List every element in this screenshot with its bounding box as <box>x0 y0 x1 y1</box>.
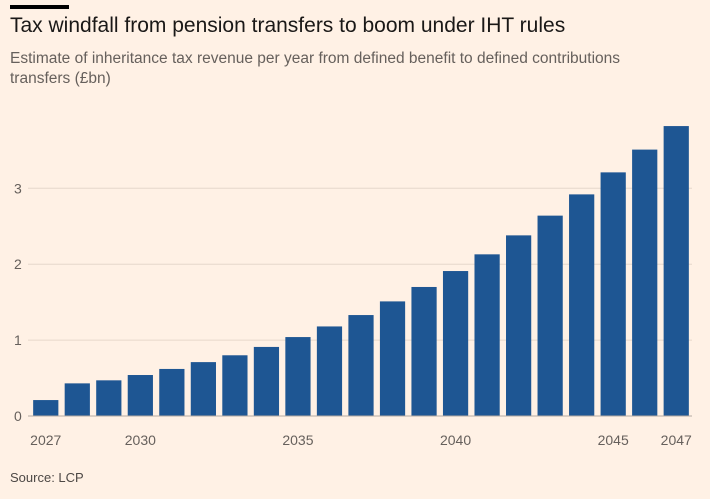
accent-bar <box>10 5 69 9</box>
bar-2029 <box>96 380 122 416</box>
x-axis-labels: 2027 2030 2035 2040 2045 2047 <box>30 432 692 448</box>
bar-2032 <box>190 362 216 416</box>
bar-2047 <box>663 126 689 417</box>
bar-2045 <box>600 172 626 416</box>
bar-2035 <box>285 337 311 416</box>
chart-subtitle: Estimate of inheritance tax revenue per … <box>10 50 621 87</box>
x-tick-label-2035: 2035 <box>282 432 313 448</box>
bars <box>33 126 689 417</box>
bar-2036 <box>316 326 343 416</box>
x-tick-label-2047: 2047 <box>661 432 692 448</box>
y-tick-label-3: 3 <box>14 180 22 196</box>
bar-2031 <box>159 368 185 416</box>
chart-title: Tax windfall from pension transfers to b… <box>10 14 566 37</box>
x-tick-label-2040: 2040 <box>440 432 471 448</box>
y-tick-label-0: 0 <box>14 408 22 424</box>
bar-2038 <box>379 301 406 416</box>
bar-2042 <box>506 235 532 416</box>
gridlines <box>28 187 692 341</box>
bar-2030 <box>127 375 153 416</box>
y-tick-label-1: 1 <box>14 332 22 348</box>
y-tick-label-2: 2 <box>14 256 22 272</box>
y-axis-labels: 0 1 2 3 <box>14 180 22 424</box>
bar-2033 <box>222 355 248 416</box>
x-tick-label-2045: 2045 <box>598 432 629 448</box>
bar-2041 <box>474 254 500 416</box>
source-note: Source: LCP <box>10 470 84 485</box>
bar-2040 <box>442 271 469 416</box>
bar-2027 <box>33 400 59 416</box>
bar-2044 <box>569 194 595 416</box>
bar-2039 <box>411 286 437 416</box>
bar-2043 <box>537 215 563 416</box>
bar-2046 <box>632 149 658 416</box>
bar-2028 <box>64 383 90 416</box>
x-tick-label-2027: 2027 <box>30 432 61 448</box>
bar-2034 <box>253 346 280 416</box>
bar-2037 <box>348 315 374 416</box>
x-tick-label-2030: 2030 <box>125 432 156 448</box>
